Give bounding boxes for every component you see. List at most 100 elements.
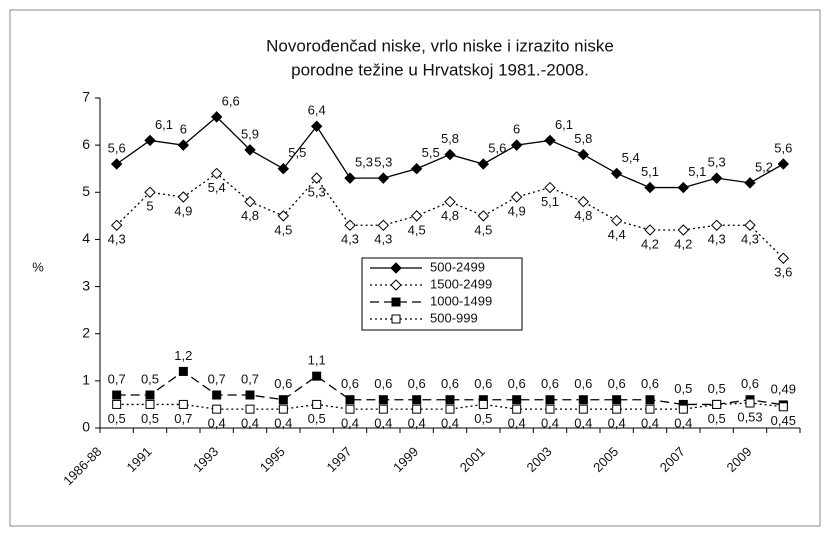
chart-title: Novorođenčad niske, vrlo niske i izrazit… (266, 36, 614, 55)
data-point (444, 196, 456, 208)
series-line (116, 172, 784, 259)
data-point (245, 404, 255, 414)
data-label: 5,4 (622, 150, 640, 165)
data-label: 0,4 (241, 416, 259, 431)
data-point (745, 398, 755, 408)
data-label: 0,6 (441, 376, 459, 391)
data-label: 5,1 (641, 164, 659, 179)
data-point (377, 219, 390, 231)
data-point (210, 167, 223, 180)
data-label: 4,4 (608, 227, 626, 242)
data-point (110, 158, 123, 170)
data-label: 0,6 (408, 376, 426, 391)
data-label: 0,49 (771, 381, 796, 396)
data-label: 0,5 (708, 381, 726, 396)
data-point (710, 219, 723, 231)
data-label: 0,5 (474, 411, 492, 426)
data-point (410, 210, 423, 222)
data-label: 5,2 (755, 159, 773, 174)
data-point (144, 186, 156, 198)
data-label: 5,6 (108, 140, 126, 155)
data-point (245, 390, 255, 400)
data-label: 0,53 (737, 409, 762, 424)
data-point (578, 395, 588, 405)
data-label: 1,1 (308, 353, 326, 368)
data-point (545, 404, 555, 414)
data-point (678, 404, 688, 414)
data-point (778, 402, 788, 412)
data-label: 0,7 (241, 371, 259, 386)
data-point (212, 404, 222, 414)
data-point (345, 395, 355, 405)
data-point (412, 404, 422, 414)
data-label: 4,3 (341, 232, 359, 247)
legend-marker (391, 314, 401, 324)
data-label: 0,4 (574, 416, 592, 431)
data-label: 4,8 (574, 208, 592, 223)
data-point (344, 172, 356, 184)
y-tick-label: 7 (82, 89, 90, 105)
data-label: 5,5 (422, 145, 440, 160)
data-point (210, 111, 223, 123)
data-point (545, 395, 555, 405)
data-point (277, 163, 290, 175)
data-label: 0,6 (641, 376, 659, 391)
data-label: 0,4 (641, 416, 659, 431)
data-point (577, 148, 590, 161)
data-point (544, 181, 556, 194)
data-label: 0,5 (108, 411, 126, 426)
data-point (510, 139, 523, 151)
data-label: 0,4 (674, 416, 692, 431)
data-label: 0,4 (608, 416, 626, 431)
data-point (677, 224, 690, 236)
y-tick-label: 5 (82, 183, 90, 199)
legend-label: 1500-2499 (430, 276, 492, 291)
data-label: 0,6 (508, 376, 526, 391)
data-label: 0,4 (374, 416, 392, 431)
data-label: 0,6 (608, 376, 626, 391)
data-label: 6,1 (155, 117, 173, 132)
legend-marker (390, 262, 402, 274)
data-point (744, 219, 756, 231)
data-point (178, 399, 188, 409)
y-tick-label: 6 (82, 136, 90, 152)
data-point (578, 404, 588, 414)
data-point (312, 399, 322, 409)
data-point (644, 181, 656, 194)
data-label: 6,1 (555, 117, 573, 132)
data-label: 6,4 (308, 103, 326, 118)
data-point (310, 120, 323, 132)
legend-marker (391, 297, 401, 307)
data-label: 0,5 (141, 411, 159, 426)
data-label: 0,6 (574, 376, 592, 391)
data-point (445, 395, 455, 405)
data-label: 5,9 (241, 126, 259, 141)
data-point (178, 366, 188, 376)
data-point (612, 395, 622, 405)
data-label: 0,6 (741, 376, 759, 391)
data-label: 0,5 (674, 381, 692, 396)
data-label: 0,4 (508, 416, 526, 431)
data-point (444, 148, 456, 161)
data-label: 5,4 (208, 180, 226, 195)
data-point (710, 172, 723, 184)
data-label: 5,6 (774, 140, 792, 155)
data-label: 5,1 (688, 164, 706, 179)
data-label: 0,7 (174, 411, 192, 426)
data-label: 4,3 (108, 232, 126, 247)
data-label: 0,6 (274, 376, 292, 391)
data-point (612, 404, 622, 414)
data-point (277, 210, 290, 222)
data-label: 5 (146, 199, 153, 214)
legend-label: 500-2499 (430, 259, 485, 274)
data-label: 4,8 (441, 208, 459, 223)
data-label: 5,3 (308, 185, 326, 200)
data-label: 4,3 (741, 232, 759, 247)
data-point (412, 395, 422, 405)
data-label: 5,3 (374, 155, 392, 170)
data-label: 4,5 (274, 222, 292, 237)
data-point (610, 167, 623, 180)
data-label: 5,8 (441, 131, 459, 146)
legend-label: 500-999 (430, 310, 478, 325)
data-label: 0,7 (208, 371, 226, 386)
